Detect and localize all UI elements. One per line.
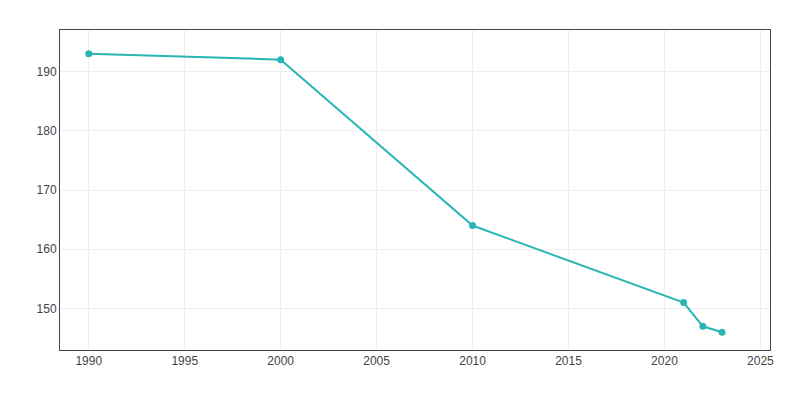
svg-text:2025: 2025 bbox=[747, 354, 774, 368]
svg-text:2015: 2015 bbox=[555, 354, 582, 368]
svg-text:170: 170 bbox=[37, 183, 57, 197]
svg-text:190: 190 bbox=[37, 65, 57, 79]
svg-text:180: 180 bbox=[37, 124, 57, 138]
svg-text:2005: 2005 bbox=[363, 354, 390, 368]
svg-text:2000: 2000 bbox=[267, 354, 294, 368]
svg-text:1995: 1995 bbox=[171, 354, 198, 368]
svg-text:2020: 2020 bbox=[651, 354, 678, 368]
svg-text:150: 150 bbox=[37, 302, 57, 316]
svg-text:2010: 2010 bbox=[459, 354, 486, 368]
svg-text:160: 160 bbox=[37, 242, 57, 256]
svg-text:1990: 1990 bbox=[75, 354, 102, 368]
